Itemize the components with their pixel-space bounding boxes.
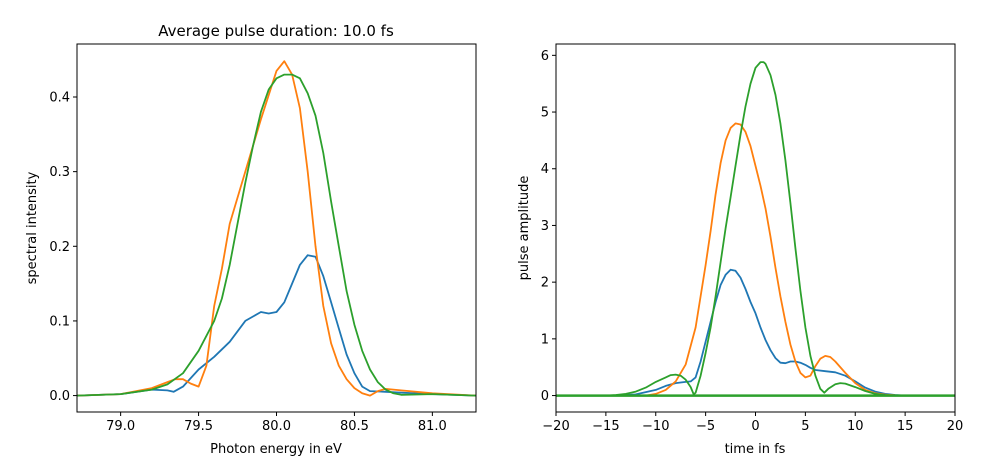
left-series-1-line: [77, 254, 476, 397]
right-x-tick-label: −10: [642, 419, 669, 434]
right-x-tick-label: 20: [947, 419, 964, 434]
right-x-tick-label: 5: [801, 419, 809, 434]
left-y-tick-label: 0.0: [49, 389, 70, 404]
right-axes-frame: [555, 43, 956, 413]
left-y-axis-label: spectral intensity: [25, 171, 40, 284]
left-axes: Average pulse duration: 10.0 fs Photon e…: [25, 22, 477, 457]
left-axes-frame: [76, 43, 477, 413]
right-y-tick-label: 0: [541, 389, 549, 404]
left-x-tick-label: 80.5: [340, 419, 369, 434]
right-y-tick-label: 1: [541, 332, 549, 347]
left-x-tick-label: 79.5: [184, 419, 213, 434]
left-chart-title: Average pulse duration: 10.0 fs: [158, 22, 394, 40]
right-y-tick-label: 3: [541, 219, 549, 234]
right-x-tick-label: 10: [847, 419, 864, 434]
right-y-axis-label: pulse amplitude: [517, 176, 532, 281]
left-x-axis-label: Photon energy in eV: [210, 442, 342, 457]
right-x-tick-label: 0: [751, 419, 759, 434]
right-y-tick-label: 4: [541, 162, 549, 177]
left-y-tick-label: 0.3: [49, 165, 70, 180]
left-y-tick-label: 0.4: [49, 90, 70, 105]
right-y-tick-label: 6: [541, 49, 549, 64]
right-y-tick-label: 5: [541, 106, 549, 121]
right-series-1-line: [556, 268, 955, 397]
left-x-tick-label: 79.0: [106, 419, 135, 434]
right-x-axis-label: time in fs: [725, 442, 786, 457]
left-series-3-line: [77, 73, 476, 397]
right-y-tick-label: 2: [541, 276, 549, 291]
right-x-tick-label: −5: [696, 419, 715, 434]
right-series-2-line: [556, 122, 955, 397]
right-x-tick-label: −15: [592, 419, 619, 434]
left-y-tick-label: 0.2: [49, 240, 70, 255]
left-x-tick-label: 81.0: [418, 419, 447, 434]
right-x-tick-label: −20: [542, 419, 569, 434]
right-x-tick-label: 15: [897, 419, 914, 434]
left-x-tick-label: 80.0: [262, 419, 291, 434]
left-y-tick-label: 0.1: [49, 314, 70, 329]
left-series-2-line: [77, 60, 476, 397]
right-axes: time in fs pulse amplitude −20 −15 −10 −5 0 5…: [517, 43, 964, 457]
right-series-3-line: [556, 61, 955, 397]
